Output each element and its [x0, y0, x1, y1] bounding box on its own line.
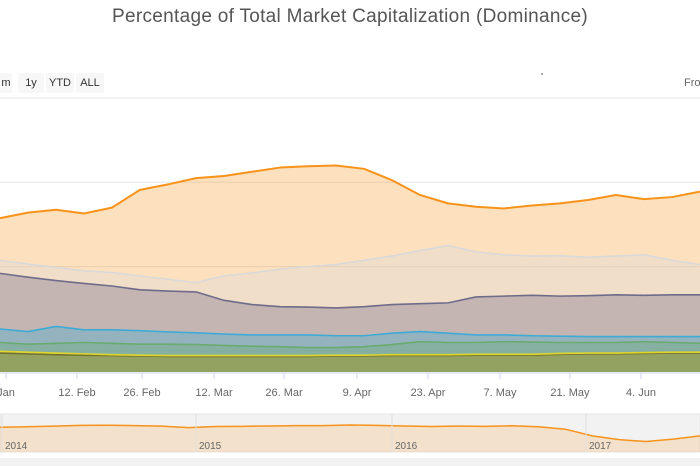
navigator-scrollbar[interactable]	[0, 458, 700, 466]
x-tick-label-0: Jan	[0, 387, 15, 399]
x-tick-label-8: 21. May	[550, 387, 590, 399]
series-area-4	[0, 341, 700, 372]
series-line-1	[0, 244, 700, 284]
navigator-area	[0, 425, 700, 452]
series-line-0	[0, 164, 700, 220]
series-area-3	[0, 326, 700, 372]
x-tick-label-3: 12. Mar	[195, 387, 233, 399]
x-tick-label-4: 26. Mar	[265, 387, 303, 399]
decorative-dot	[541, 73, 543, 75]
series-area-0	[0, 165, 700, 372]
navigator-tick-label-1: 2015	[199, 441, 222, 452]
navigator[interactable]: 2014 2015 2016 2017	[0, 413, 700, 466]
from-date-label: Fro	[684, 77, 700, 89]
x-tick-label-2: 26. Feb	[123, 387, 160, 399]
x-tick-label-5: 9. Apr	[343, 387, 372, 399]
x-tick-label-6: 23. Apr	[411, 387, 446, 399]
stacked-areas	[0, 164, 700, 372]
x-axis: Jan 12. Feb 26. Feb 12. Mar 26. Mar 9. Apr 23.…	[0, 372, 700, 399]
series-line-2	[0, 272, 700, 309]
navigator-tick-label-2: 2016	[395, 441, 418, 452]
range-button-all[interactable]: ALL	[76, 73, 104, 93]
grid-lines	[0, 97, 700, 352]
series-area-1	[0, 245, 700, 372]
series-area-5	[0, 353, 700, 372]
chart-title: Percentage of Total Market Capitalizatio…	[112, 6, 588, 27]
series-area-2	[0, 273, 700, 372]
series-area-6	[0, 351, 700, 372]
x-tick-label-1: 12. Feb	[58, 387, 95, 399]
x-tick-label-9: 4. Jun	[626, 387, 656, 399]
series-line-5	[0, 352, 700, 358]
range-button-1y[interactable]: 1y	[18, 73, 44, 93]
series-line-6	[0, 350, 700, 357]
range-button-month[interactable]: m	[0, 73, 12, 93]
series-line-3	[0, 325, 700, 338]
navigator-tick-label-3: 2017	[589, 441, 612, 452]
series-line-4	[0, 340, 700, 349]
navigator-line	[0, 424, 700, 443]
range-button-ytd[interactable]: YTD	[46, 73, 74, 93]
navigator-tick-label-0: 2014	[5, 441, 28, 452]
x-tick-label-7: 7. May	[483, 387, 517, 399]
